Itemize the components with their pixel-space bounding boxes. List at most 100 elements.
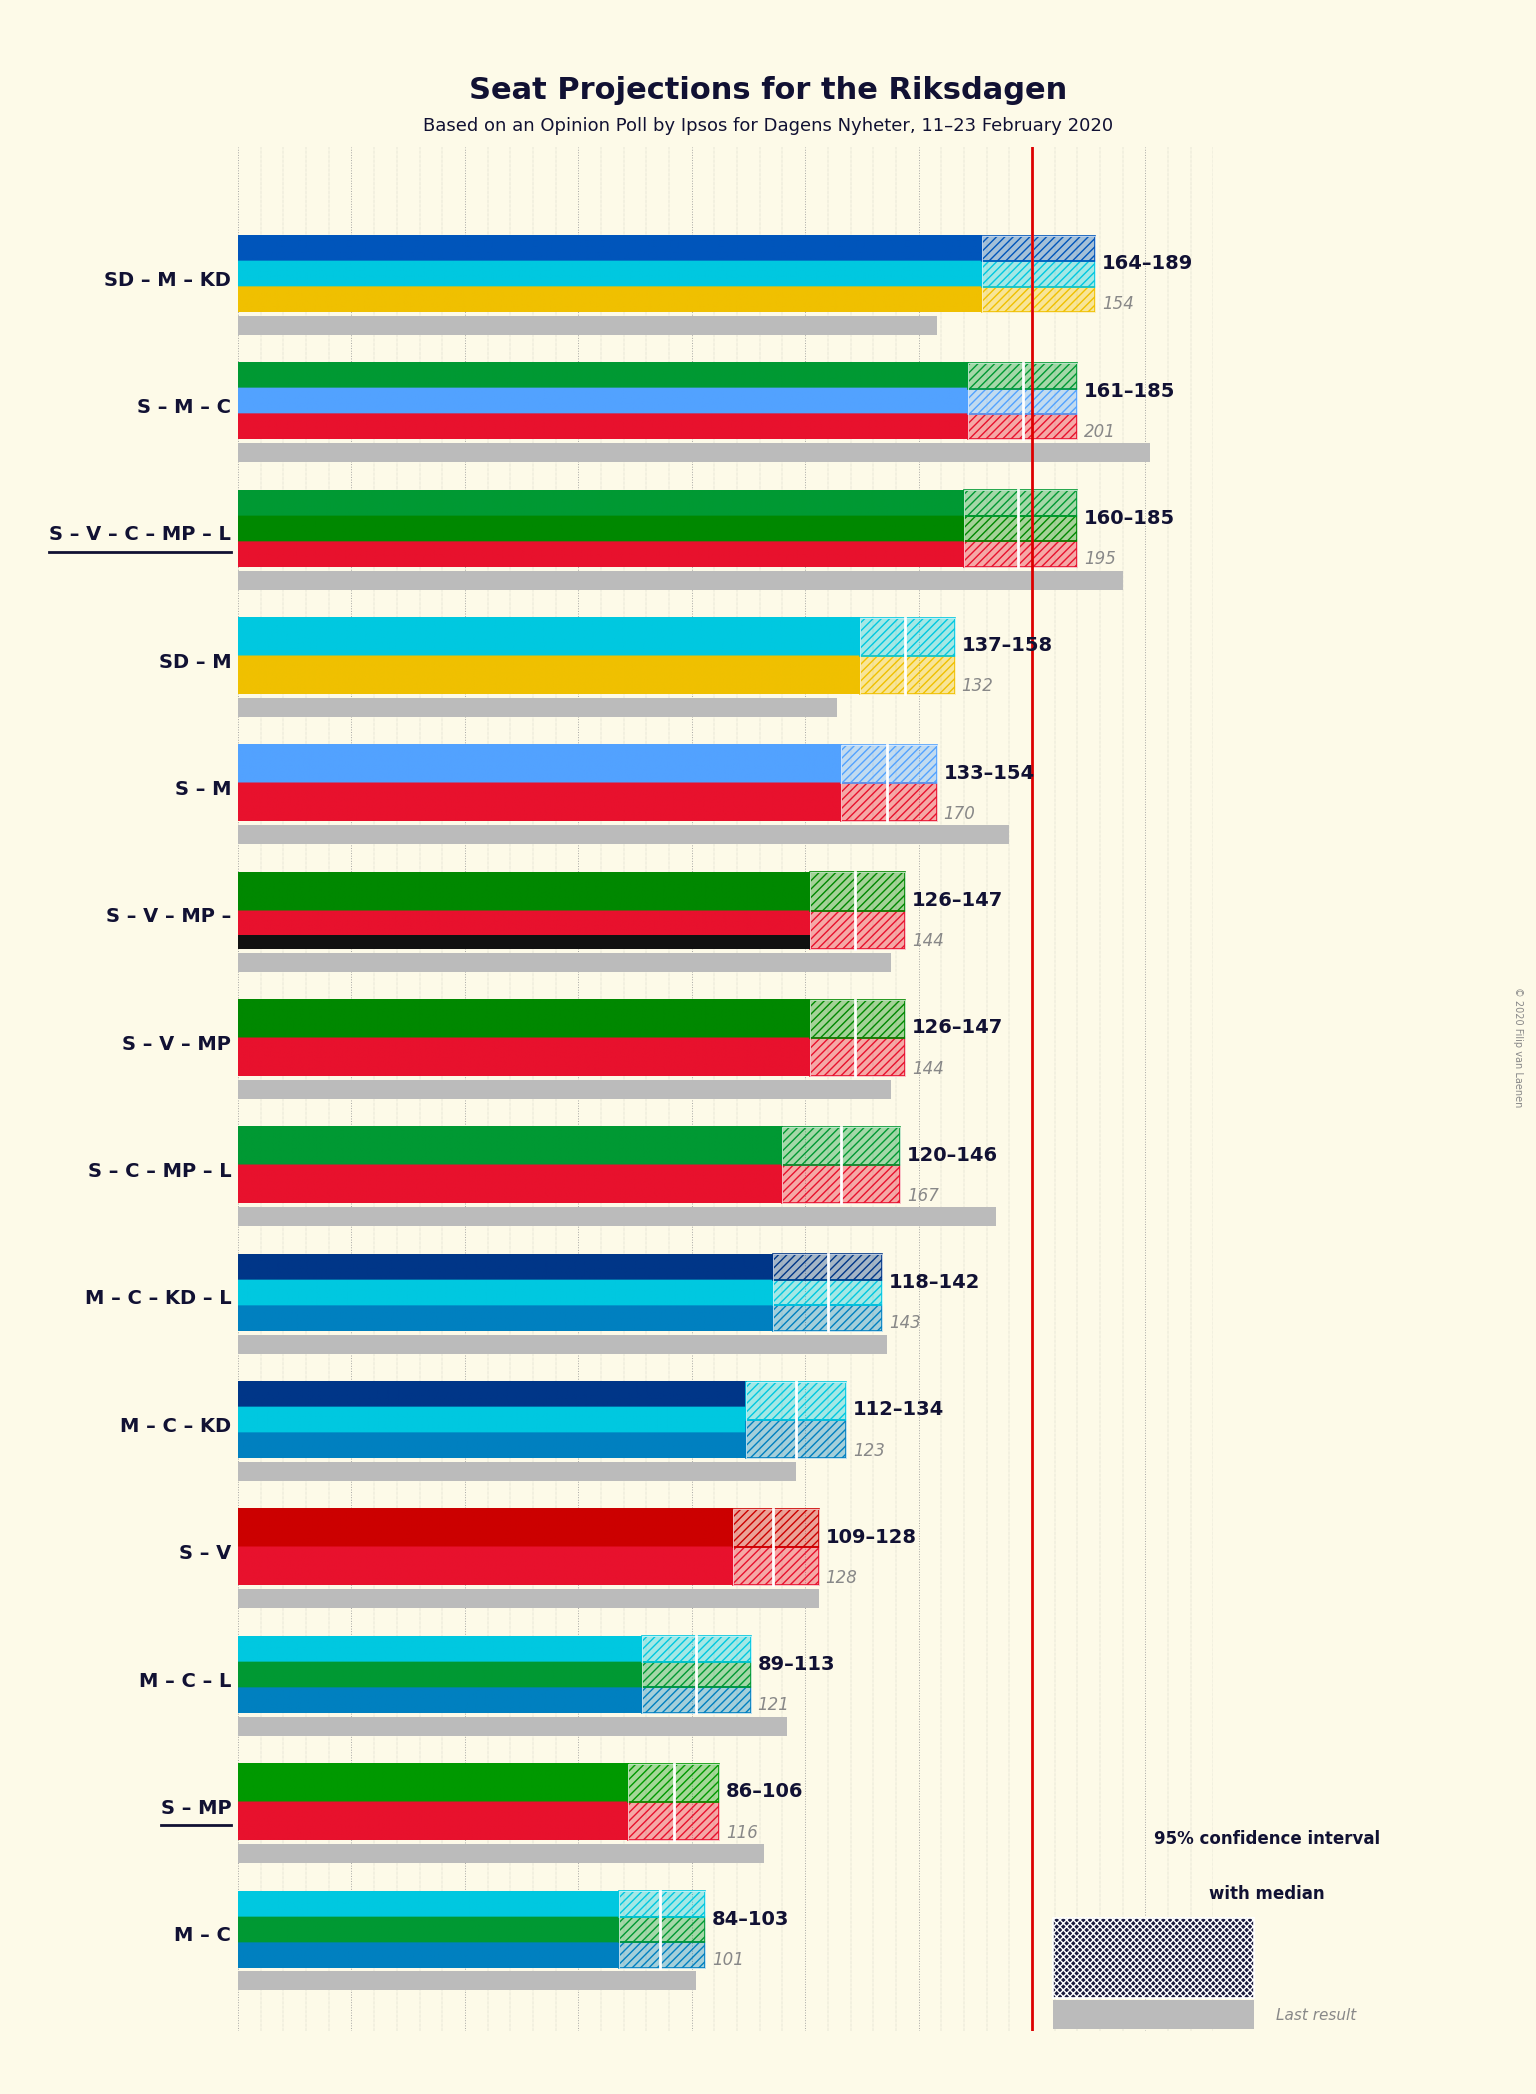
Text: S – V – MP: S – V – MP — [123, 1034, 232, 1053]
Bar — [238, 1717, 786, 1736]
Bar — [642, 1688, 751, 1713]
Bar — [619, 1891, 705, 1916]
Text: 126–147: 126–147 — [912, 890, 1003, 911]
Bar — [965, 490, 1077, 567]
Bar — [809, 999, 905, 1076]
Bar — [842, 745, 937, 783]
Text: SD – M – KD: SD – M – KD — [104, 270, 232, 289]
Bar — [969, 389, 1077, 415]
Text: SD – M: SD – M — [158, 653, 232, 672]
Bar — [1054, 1918, 1253, 1998]
Bar — [969, 362, 1077, 389]
Bar — [238, 1208, 995, 1227]
Text: 154: 154 — [1103, 295, 1134, 314]
Bar — [746, 1382, 846, 1420]
Text: M – C – KD – L: M – C – KD – L — [84, 1290, 232, 1309]
Text: 128: 128 — [825, 1568, 857, 1587]
Bar — [733, 1547, 819, 1585]
Bar — [965, 490, 1077, 515]
Bar — [842, 783, 937, 821]
Bar — [619, 1891, 705, 1968]
Text: 116: 116 — [725, 1824, 757, 1841]
Text: 120–146: 120–146 — [908, 1145, 998, 1164]
Bar — [1054, 2000, 1253, 2029]
Text: S – C – MP – L: S – C – MP – L — [88, 1162, 232, 1181]
Bar — [982, 237, 1095, 312]
Bar — [809, 873, 905, 949]
Bar — [238, 316, 937, 335]
Bar — [842, 783, 937, 821]
Bar — [782, 1127, 900, 1204]
Bar — [809, 873, 905, 911]
Bar — [860, 655, 955, 693]
Bar — [238, 1845, 765, 1864]
Bar — [969, 415, 1077, 440]
Bar — [969, 362, 1077, 440]
Bar — [809, 1039, 905, 1076]
Bar — [733, 1510, 819, 1547]
Bar — [809, 999, 905, 1039]
Bar — [774, 1254, 882, 1279]
Bar — [238, 936, 809, 949]
Text: 118–142: 118–142 — [889, 1273, 980, 1292]
Bar — [733, 1510, 819, 1585]
Bar — [238, 825, 1009, 844]
Bar — [982, 287, 1095, 312]
Text: S – V: S – V — [180, 1543, 232, 1562]
Bar — [619, 1941, 705, 1968]
Bar — [642, 1635, 751, 1663]
Text: 144: 144 — [912, 932, 943, 951]
Text: M – C: M – C — [175, 1926, 232, 1945]
Text: 112–134: 112–134 — [852, 1401, 945, 1420]
Bar — [969, 362, 1077, 389]
Text: 133–154: 133–154 — [943, 764, 1035, 783]
Bar — [982, 237, 1095, 262]
Bar — [238, 572, 1123, 591]
Text: 89–113: 89–113 — [757, 1654, 836, 1673]
Text: 161–185: 161–185 — [1084, 381, 1175, 400]
Text: 167: 167 — [908, 1187, 938, 1204]
Bar — [809, 999, 905, 1039]
Bar — [774, 1254, 882, 1332]
Bar — [782, 1164, 900, 1204]
Bar — [238, 697, 837, 716]
Text: 126–147: 126–147 — [912, 1018, 1003, 1037]
Bar — [619, 1941, 705, 1968]
Bar — [628, 1763, 719, 1803]
Text: Last result: Last result — [1276, 2008, 1356, 2023]
Bar — [628, 1803, 719, 1841]
Bar — [982, 262, 1095, 287]
Bar — [238, 1462, 796, 1480]
Bar — [809, 1039, 905, 1076]
Text: 144: 144 — [912, 1060, 943, 1078]
Bar — [965, 542, 1077, 567]
Bar — [782, 1127, 900, 1164]
Text: Seat Projections for the Riksdagen: Seat Projections for the Riksdagen — [468, 75, 1068, 105]
Bar — [965, 515, 1077, 542]
Text: S – M: S – M — [175, 781, 232, 800]
Bar — [238, 953, 891, 972]
Bar — [238, 1970, 696, 1991]
Bar — [969, 415, 1077, 440]
Bar — [238, 1334, 886, 1353]
Bar — [774, 1279, 882, 1305]
Bar — [642, 1688, 751, 1713]
Bar — [746, 1420, 846, 1457]
Bar — [782, 1164, 900, 1204]
Bar — [860, 618, 955, 655]
Bar — [642, 1663, 751, 1688]
Bar — [642, 1635, 751, 1713]
Text: 170: 170 — [943, 804, 975, 823]
Bar — [628, 1803, 719, 1841]
Bar — [746, 1420, 846, 1457]
Bar — [969, 389, 1077, 415]
Text: 123: 123 — [852, 1441, 885, 1460]
Bar — [238, 1081, 891, 1099]
Text: S – V – C – MP – L: S – V – C – MP – L — [49, 526, 232, 544]
Bar — [782, 1127, 900, 1164]
Bar — [619, 1916, 705, 1941]
Text: S – V – MP –: S – V – MP – — [106, 907, 232, 926]
Bar — [965, 490, 1077, 515]
Text: 160–185: 160–185 — [1084, 509, 1175, 528]
Text: 132: 132 — [962, 678, 994, 695]
